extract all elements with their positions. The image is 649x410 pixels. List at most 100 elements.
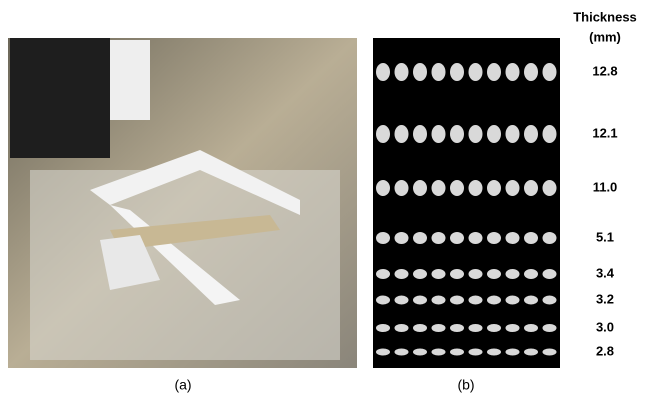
echo-spot (450, 180, 464, 196)
echo-spot (542, 125, 557, 143)
echo-spot (487, 125, 501, 143)
echo-spot (542, 295, 557, 305)
thickness-label: 12.1 (592, 125, 617, 140)
echo-spot (413, 63, 427, 81)
echo-spot (413, 295, 427, 305)
thickness-label: 3.4 (596, 265, 615, 280)
transducer (110, 40, 150, 120)
echo-spot (505, 125, 520, 143)
echo-spot (542, 180, 557, 196)
thickness-label: 12.8 (592, 63, 617, 78)
echo-spot (394, 180, 409, 196)
ultrasound-background (373, 38, 560, 368)
thickness-label: 3.2 (596, 291, 614, 306)
echo-spot (468, 63, 483, 81)
echo-spot (487, 348, 501, 356)
echo-spot (431, 180, 446, 196)
echo-spot (450, 63, 464, 81)
echo-spot (505, 348, 520, 356)
echo-spot (450, 125, 464, 143)
echo-spot (524, 232, 538, 244)
echo-spot (413, 232, 427, 244)
echo-spot (394, 324, 409, 332)
echo-spot (505, 295, 520, 305)
echo-spot (450, 348, 464, 356)
echo-spot (542, 324, 557, 332)
echo-spot (487, 295, 501, 305)
echo-spot (394, 63, 409, 81)
caption: (a) (174, 377, 191, 393)
fixture-top (90, 150, 300, 215)
echo-spot (413, 180, 427, 196)
echo-spot (376, 180, 390, 196)
echo-spot (376, 125, 390, 143)
echo-spot (431, 269, 446, 279)
echo-spot (505, 324, 520, 332)
echo-spot (487, 269, 501, 279)
echo-spot (487, 324, 501, 332)
thickness-label: 5.1 (596, 229, 614, 244)
echo-spot (542, 348, 557, 356)
echo-spot (487, 180, 501, 196)
echo-spot (376, 348, 390, 356)
echo-spot (505, 232, 520, 244)
echo-spot (431, 125, 446, 143)
echo-spot (468, 269, 483, 279)
echo-spot (468, 180, 483, 196)
echo-spot (468, 125, 483, 143)
header-unit: (mm) (589, 29, 621, 44)
thickness-label: 11.0 (593, 179, 618, 194)
echo-spot (413, 269, 427, 279)
echo-spot (468, 348, 483, 356)
echo-spot (505, 180, 520, 196)
echo-spot (468, 232, 483, 244)
echo-spot (394, 348, 409, 356)
echo-spot (468, 324, 483, 332)
echo-spot (413, 348, 427, 356)
echo-spot (450, 232, 464, 244)
echo-spot (431, 348, 446, 356)
echo-spot (413, 125, 427, 143)
echo-spot (431, 63, 446, 81)
echo-spot (487, 232, 501, 244)
photo-a (8, 38, 357, 368)
echo-spot (524, 180, 538, 196)
ultrasound-image-b (373, 38, 560, 368)
echo-spot (376, 324, 390, 332)
echo-spot (431, 232, 446, 244)
echo-spot (468, 295, 483, 305)
echo-spot (394, 232, 409, 244)
echo-spot (524, 348, 538, 356)
echo-spot (450, 295, 464, 305)
thickness-label: 3.0 (596, 319, 614, 334)
echo-spot (376, 295, 390, 305)
caption: (b) (457, 377, 474, 393)
echo-spot (505, 269, 520, 279)
echo-spot (413, 324, 427, 332)
echo-spot (524, 269, 538, 279)
echo-spot (524, 324, 538, 332)
echo-spot (524, 63, 538, 81)
echo-spot (450, 269, 464, 279)
sample-plate (110, 215, 280, 250)
echo-spot (524, 295, 538, 305)
echo-spot (524, 125, 538, 143)
echo-spot (376, 63, 390, 81)
echo-spot (542, 232, 557, 244)
echo-spot (376, 269, 390, 279)
echo-spot (394, 125, 409, 143)
echo-spot (542, 63, 557, 81)
fixture-base (100, 235, 160, 290)
echo-spot (394, 295, 409, 305)
echo-spot (394, 269, 409, 279)
echo-spot (450, 324, 464, 332)
echo-spot (542, 269, 557, 279)
header-title: Thickness (573, 9, 637, 24)
echo-spot (487, 63, 501, 81)
thickness-label: 2.8 (596, 343, 614, 358)
echo-spot (431, 324, 446, 332)
camera-mount (10, 38, 110, 158)
echo-spot (505, 63, 520, 81)
echo-spot (376, 232, 390, 244)
